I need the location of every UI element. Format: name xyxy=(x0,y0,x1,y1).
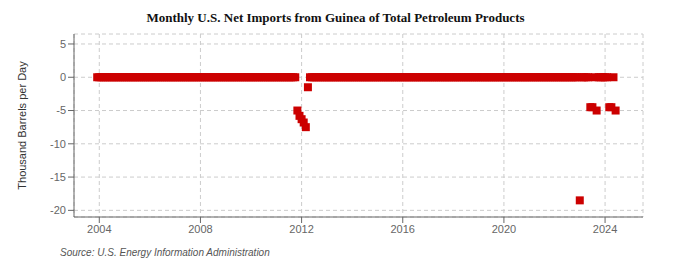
svg-text:2012: 2012 xyxy=(289,223,313,235)
html-text:Source: U.S. Energy Informatio: Source: U.S. Energy Information Administ… xyxy=(60,247,270,258)
svg-text:-15: -15 xyxy=(50,171,66,183)
svg-text:5: 5 xyxy=(60,38,66,50)
svg-text:-10: -10 xyxy=(50,138,66,150)
svg-text:0: 0 xyxy=(60,71,66,83)
svg-text:-20: -20 xyxy=(50,204,66,216)
svg-text:2004: 2004 xyxy=(87,223,111,235)
svg-text:2024: 2024 xyxy=(593,223,617,235)
svg-text:2016: 2016 xyxy=(391,223,415,235)
svg-text:-5: -5 xyxy=(56,104,66,116)
html-text:Monthly U.S. Net Imports from: Monthly U.S. Net Imports from Guinea of … xyxy=(146,10,525,25)
svg-text:2008: 2008 xyxy=(188,223,212,235)
svg-text:Thousand Barrels per Day: Thousand Barrels per Day xyxy=(16,61,28,190)
svg-text:2020: 2020 xyxy=(492,223,516,235)
